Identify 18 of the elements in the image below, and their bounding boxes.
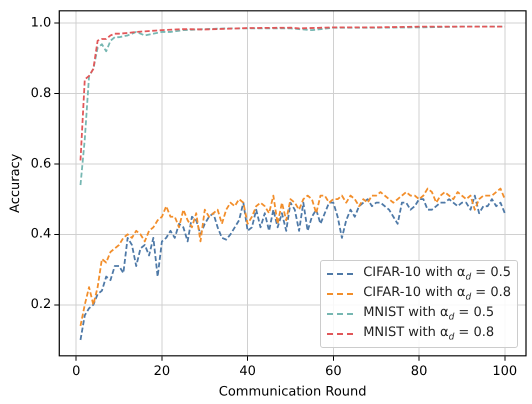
y-tick-label: 0.6 xyxy=(30,156,52,172)
x-tick-label: 0 xyxy=(72,364,80,379)
y-tick-label: 1.0 xyxy=(30,15,52,30)
y-tick-label: 0.4 xyxy=(30,226,52,242)
legend-label: CIFAR-10 with α$_{d}$ = 0.5 xyxy=(363,265,511,283)
x-axis-title: Communication Round xyxy=(218,384,367,400)
legend-label: MNIST with α$_{d}$ = 0.5 xyxy=(363,305,494,323)
y-tick-label: 0.8 xyxy=(30,86,52,101)
legend-label: MNIST with α$_{d}$ = 0.8 xyxy=(363,325,494,343)
x-tick-label: 20 xyxy=(154,364,170,379)
y-axis-title: Accuracy xyxy=(8,153,24,213)
x-tick-label: 100 xyxy=(492,364,518,379)
y-tick-label: 0.2 xyxy=(30,297,52,312)
x-tick-label: 40 xyxy=(239,364,256,379)
legend-label: CIFAR-10 with α$_{d}$ = 0.8 xyxy=(363,285,511,303)
x-tick-label: 80 xyxy=(410,364,428,379)
x-tick-label: 60 xyxy=(325,364,342,379)
line-series xyxy=(80,26,506,162)
